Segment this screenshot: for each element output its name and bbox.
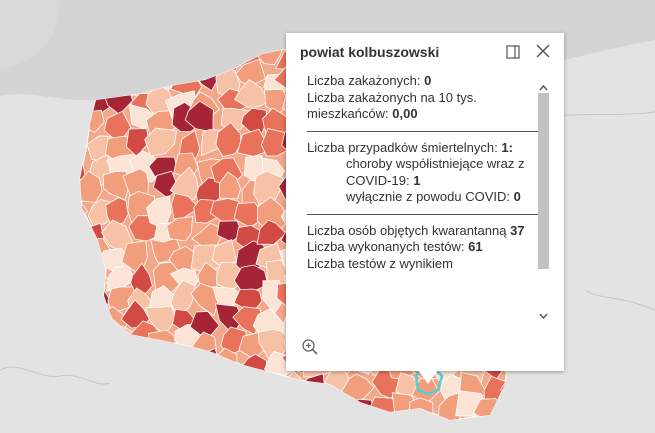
scroll-up-arrow-icon[interactable] [537,83,550,93]
coast-area [0,0,60,70]
district-shape[interactable] [144,127,177,157]
district-shape[interactable] [166,216,194,242]
zoom-to-icon[interactable] [301,338,319,356]
infections-line: Liczba zakażonych: 0 [300,73,538,90]
quarantine-label: Liczba osób objętych kwarantanną [307,222,511,238]
deaths-value: 1: [501,139,513,155]
covid-only-value: 0 [513,189,521,204]
scroll-down-arrow-icon[interactable] [537,311,550,321]
popup-pointer [418,370,438,384]
district-shape[interactable] [216,220,243,243]
close-icon[interactable] [536,44,550,58]
district-shape[interactable] [105,197,129,227]
divider [307,213,538,215]
scrollbar[interactable] [537,83,550,323]
popup-content: Liczba zakażonych: 0 Liczba zakażonych n… [300,73,538,321]
tests-label: Liczba wykonanych testów: [307,239,469,254]
per10k-label: Liczba zakażonych na 10 tys. mieszkańców… [307,89,477,122]
popup-title: powiat kolbuszowski [300,44,440,60]
district-shape[interactable] [215,121,242,158]
quarantine-line: Liczba osób objętych kwarantanną 37 [300,223,538,240]
dock-icon[interactable] [506,45,520,59]
district-shape[interactable] [170,279,196,316]
covid-only-label: wyłącznie z powodu COVID: [346,189,514,204]
tests-line: Liczba wykonanych testów: 61 [300,239,538,256]
comorbid-label: choroby współistniejące wraz z COVID-19: [346,156,525,188]
popup: powiat kolbuszowski Liczba zakażonych: 0… [286,33,564,371]
deaths-line: Liczba przypadków śmiertelnych: 1: [300,140,538,157]
district-shape[interactable] [234,79,270,108]
quarantine-value: 37 [510,222,525,238]
district-shape[interactable] [236,128,271,157]
covid-only-line: wyłącznie z powodu COVID: 0 [300,189,538,206]
infections-value: 0 [424,73,432,88]
comorbid-value: 1 [413,172,421,188]
scroll-thumb[interactable] [538,93,549,269]
tests-result-line: Liczba testów z wynikiem [307,255,453,271]
district-shape[interactable] [102,170,130,201]
tests-value: 61 [468,239,483,254]
divider [307,130,538,132]
per10k-value: 0,00 [392,106,418,121]
deaths-label: Liczba przypadków śmiertelnych: [307,139,502,155]
district-shape[interactable] [219,171,242,200]
infections-label: Liczba zakażonych: [307,73,425,88]
district-shape[interactable] [169,166,199,200]
per10k-line: Liczba zakażonych na 10 tys. mieszkańców… [300,90,538,123]
comorbid-line: choroby współistniejące wraz z COVID-19:… [300,156,538,189]
